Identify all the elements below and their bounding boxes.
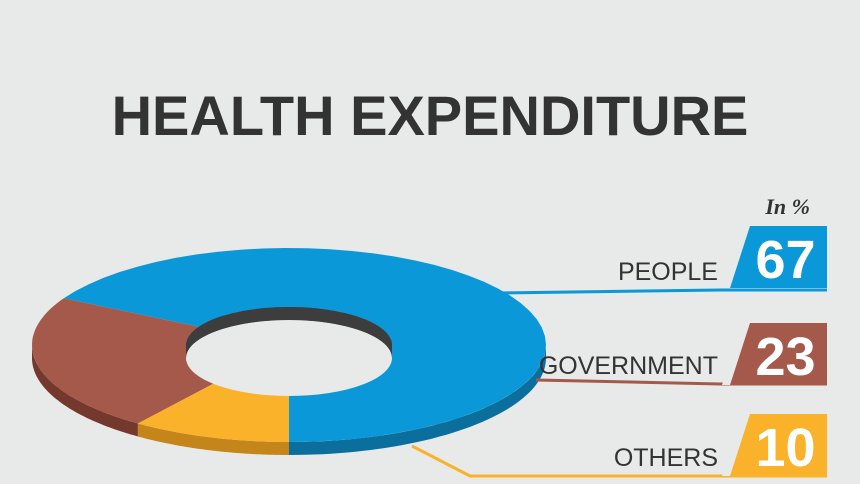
value-box-slash-people bbox=[722, 226, 750, 288]
slice-people bbox=[63, 248, 547, 442]
value-box-government bbox=[728, 323, 827, 385]
slice-side-government bbox=[32, 345, 138, 437]
unit-note: In % bbox=[764, 194, 810, 219]
value-label-government: 23 bbox=[755, 327, 815, 387]
value-label-others: 10 bbox=[755, 418, 815, 478]
leader-line-others bbox=[411, 444, 827, 478]
slice-government bbox=[32, 298, 229, 424]
value-box-slash-others bbox=[722, 414, 750, 476]
donut-layer bbox=[32, 248, 547, 455]
legend-layer: 67 PEOPLE 23 GOVERNMENT 10 OTHERS bbox=[411, 226, 827, 478]
value-label-people: 67 bbox=[755, 230, 815, 290]
slice-side-others bbox=[137, 423, 289, 455]
category-label-government: GOVERNMENT bbox=[539, 352, 718, 380]
donut-hole-wall-top bbox=[186, 307, 392, 358]
category-label-others: OTHERS bbox=[614, 444, 718, 472]
donut-hole bbox=[186, 320, 392, 396]
value-box-people bbox=[728, 226, 827, 288]
value-box-slash-government bbox=[722, 323, 750, 385]
category-label-people: PEOPLE bbox=[618, 258, 718, 286]
slice-side-people bbox=[289, 345, 546, 455]
value-box-others bbox=[728, 414, 827, 476]
chart-title: HEALTH EXPENDITURE bbox=[112, 84, 749, 147]
leader-line-people bbox=[499, 288, 827, 295]
